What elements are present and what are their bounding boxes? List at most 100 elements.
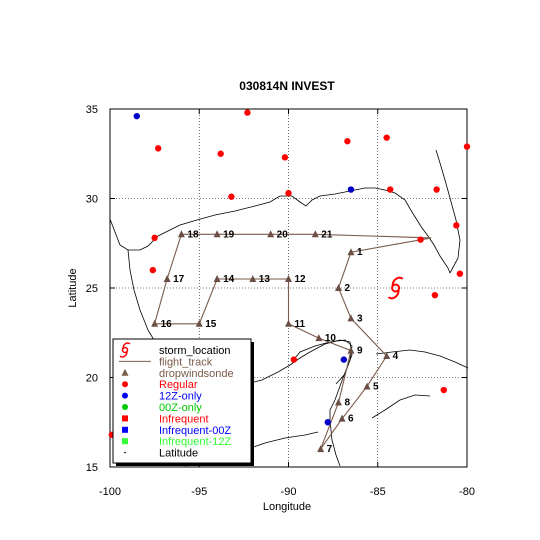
dropwindsonde-marker (334, 398, 342, 406)
waypoint-label: 5 (373, 381, 379, 392)
regular-station (151, 234, 158, 242)
x-tick-label: -95 (191, 486, 207, 498)
regular-station (383, 134, 390, 141)
dropwindsonde-marker (213, 230, 221, 238)
waypoint-label: 3 (357, 313, 363, 324)
storm-arm (387, 289, 400, 300)
y-axis-title: Latitude (67, 268, 79, 307)
waypoint-label: 15 (205, 319, 217, 330)
waypoint-label: 12 (295, 274, 307, 285)
waypoint-label: 10 (325, 333, 337, 344)
legend-dot-icon (124, 451, 126, 454)
x-tick-label: -80 (459, 486, 475, 498)
regular-station (431, 291, 439, 299)
regular-station (244, 109, 251, 116)
legend-entry-label: 12Z-only (159, 391, 202, 403)
dropwindsonde-marker (347, 314, 355, 322)
waypoint-label: 8 (344, 398, 350, 409)
dropwindsonde-marker (267, 230, 275, 238)
x-tick-label: -100 (99, 486, 121, 498)
regular-station (281, 154, 289, 161)
caribbean-coast (371, 394, 431, 419)
legend-entry-label: flight_track (159, 356, 213, 368)
waypoint-label: 18 (187, 229, 199, 240)
legend-square-icon (122, 438, 128, 445)
legend-triangle-icon (121, 368, 129, 376)
legend-box (112, 338, 252, 464)
dropwindsonde-marker (249, 275, 257, 283)
dropwindsonde-marker (213, 275, 221, 283)
gridlines (110, 109, 467, 467)
twelve-z-station (133, 112, 140, 120)
dropwindsonde-marker (338, 414, 346, 422)
x-axis-title: Longitude (263, 501, 311, 513)
legend-storm-icon (121, 346, 129, 354)
waypoint-label: 7 (327, 444, 333, 455)
y-tick-label: 25 (86, 283, 98, 295)
waypoint-label: 19 (223, 229, 235, 240)
legend-square-icon (122, 426, 128, 433)
x-tick-label: -85 (370, 486, 386, 498)
dropwindsonde-marker (311, 230, 319, 238)
legend-entry-label: dropwindsonde (159, 368, 234, 380)
waypoint-label: 11 (295, 319, 306, 330)
regular-station (433, 186, 440, 193)
storm-location-marker (387, 276, 404, 300)
storm-arm (391, 276, 404, 287)
dropwindsonde-marker (177, 230, 185, 238)
cuba-outline (375, 349, 469, 369)
legend-storm-icon (122, 342, 131, 350)
legend-circle-icon (122, 381, 128, 388)
dropwindsonde-marker (383, 352, 391, 360)
twelve-z-station (340, 356, 348, 363)
station-markers (108, 109, 471, 438)
legend-circle-icon (122, 392, 128, 399)
dropwindsonde-marker (195, 319, 203, 327)
dropwindsonde-marker (317, 445, 325, 453)
legend-storm-icon (119, 350, 128, 358)
dropwindsonde-marker (163, 275, 171, 283)
waypoint-label: 20 (277, 229, 289, 240)
x-axis-ticks: -100 -95 -90 -85 -80 (99, 109, 475, 498)
regular-station (285, 189, 292, 197)
regular-station (440, 386, 447, 394)
waypoint-label: 6 (348, 414, 354, 425)
legend-entry-label: Infrequent (159, 413, 209, 425)
twelve-z-station (324, 419, 331, 426)
chart-title: 030814N INVEST (239, 79, 335, 93)
y-tick-label: 20 (86, 373, 98, 385)
gulf-coast-us (109, 187, 451, 274)
legend-entry-label: storm_location (159, 345, 231, 357)
dropwindsonde-marker (285, 275, 292, 283)
waypoint-label: 14 (223, 274, 235, 285)
dropwindsonde-marker (347, 248, 355, 256)
dropwindsonde-marker (285, 319, 292, 327)
regular-station (417, 236, 424, 243)
legend-square-icon (122, 415, 128, 422)
regular-station (344, 138, 351, 145)
regular-station (290, 356, 298, 363)
waypoint-label: 2 (344, 283, 350, 294)
legend-entry-label: 00Z-only (159, 402, 202, 414)
dropwindsonde-marker (334, 284, 342, 291)
regular-station (456, 270, 464, 277)
regular-station (149, 266, 157, 274)
dropwindsonde-markers (151, 230, 391, 453)
waypoint-label: 17 (173, 274, 185, 285)
dropwindsonde-marker (151, 319, 159, 327)
regular-station (463, 143, 471, 150)
y-tick-label: 30 (86, 194, 98, 206)
y-tick-label: 15 (86, 462, 98, 474)
legend-entry-label: Latitude (159, 448, 198, 460)
dropwindsonde-marker (315, 334, 323, 342)
waypoint-label: 13 (259, 274, 271, 285)
legend-entry-label: Infrequent-00Z (159, 425, 231, 437)
twelve-z-station (347, 186, 355, 193)
legend-entry-label: Regular (159, 379, 198, 391)
legend-circle-icon (122, 404, 128, 410)
regular-station (387, 186, 394, 193)
legend: storm_locationflight_trackdropwindsondeR… (112, 338, 254, 466)
